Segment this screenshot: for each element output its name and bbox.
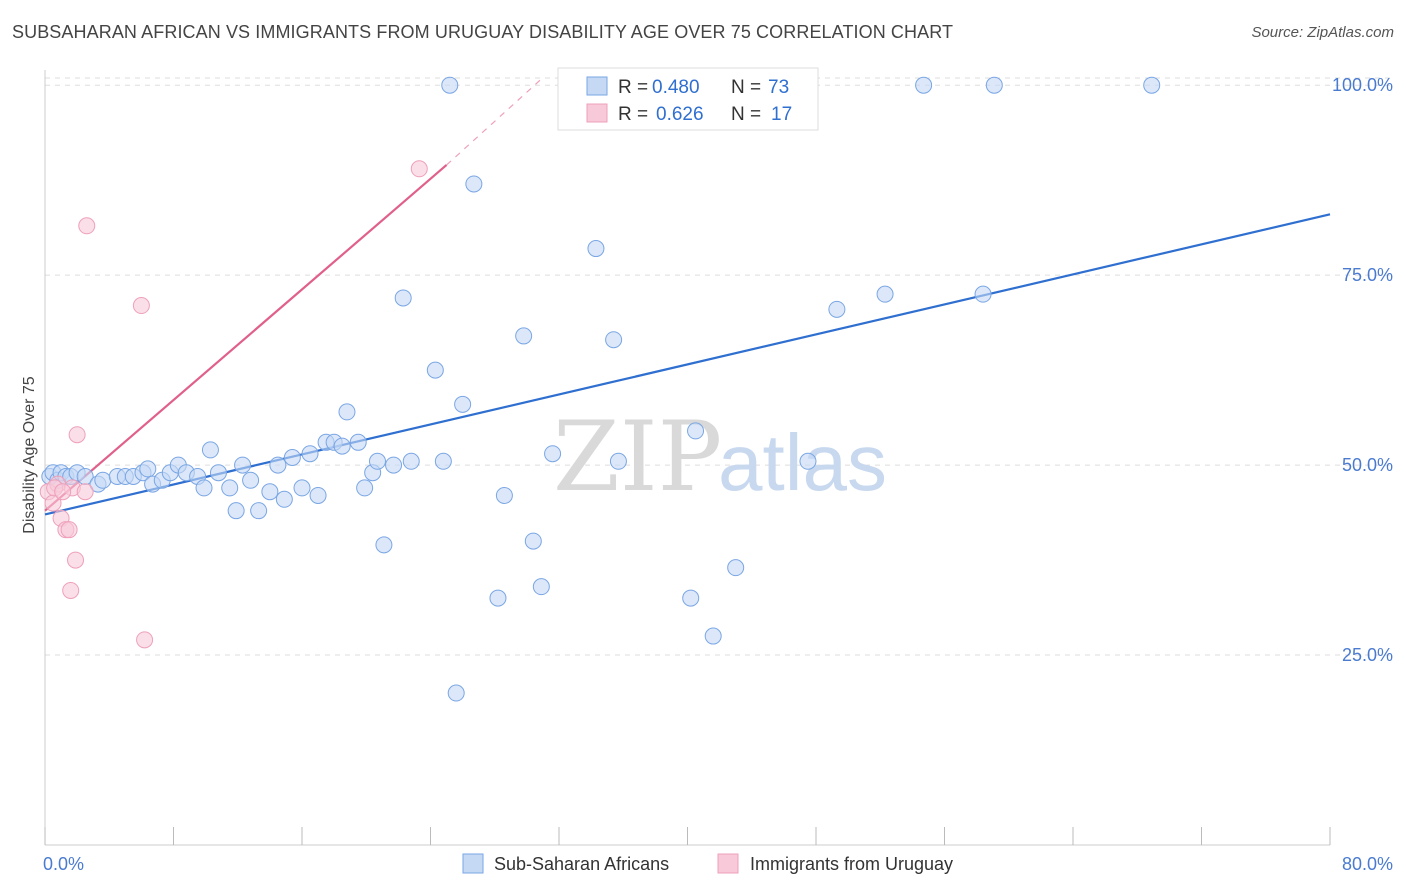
- legend-swatch-blue: [586, 76, 608, 96]
- point-sub-saharan: [368, 452, 386, 470]
- point-sub-saharan: [532, 578, 550, 596]
- point-uruguay: [54, 483, 72, 501]
- trend-extension-uruguay: [446, 77, 544, 166]
- point-sub-saharan: [242, 471, 260, 489]
- y-tick-label: 75.0%: [1342, 265, 1393, 285]
- bottom-legend-label-2: Immigrants from Uruguay: [750, 854, 953, 874]
- series-legend: Sub-Saharan Africans Immigrants from Uru…: [462, 853, 953, 874]
- point-sub-saharan: [283, 449, 301, 466]
- point-sub-saharan: [605, 331, 623, 349]
- data-points: [39, 76, 1161, 702]
- legend-r-value-2: 0.626: [656, 104, 704, 125]
- point-sub-saharan: [704, 627, 722, 645]
- legend-n-label-1: N =: [731, 77, 761, 98]
- point-sub-saharan: [454, 395, 472, 413]
- source-label: Source: ZipAtlas.com: [1251, 24, 1394, 41]
- y-axis-label: Disability Age Over 75: [21, 376, 38, 534]
- point-uruguay: [76, 483, 94, 501]
- point-sub-saharan: [375, 536, 393, 554]
- x-tick-labels: 0.0% 80.0%: [43, 854, 1393, 874]
- point-uruguay: [136, 631, 154, 649]
- legend-r-label-1: R =: [618, 77, 648, 98]
- gridlines: [45, 77, 1390, 656]
- trend-line-sub-saharan: [44, 213, 1331, 516]
- point-sub-saharan: [489, 589, 507, 607]
- legend-n-value-1: 73: [768, 77, 789, 98]
- point-sub-saharan: [309, 486, 327, 504]
- point-sub-saharan: [338, 403, 356, 421]
- point-sub-saharan: [94, 471, 112, 489]
- point-sub-saharan: [356, 479, 374, 497]
- point-sub-saharan: [544, 445, 562, 463]
- point-sub-saharan: [209, 464, 227, 482]
- point-sub-saharan: [301, 445, 319, 463]
- point-sub-saharan: [275, 490, 293, 508]
- point-sub-saharan: [587, 240, 605, 258]
- point-uruguay: [67, 551, 85, 569]
- watermark-zip: ZIP: [553, 401, 722, 513]
- point-sub-saharan: [727, 559, 745, 577]
- point-sub-saharan: [227, 502, 245, 520]
- point-sub-saharan: [1143, 76, 1161, 94]
- y-tick-label: 100.0%: [1332, 75, 1393, 95]
- legend-n-label-2: N =: [731, 104, 761, 125]
- bottom-legend-label-1: Sub-Saharan Africans: [494, 854, 669, 874]
- point-sub-saharan: [915, 76, 933, 94]
- point-sub-saharan: [394, 289, 412, 307]
- trend-line-uruguay: [44, 164, 448, 512]
- point-uruguay: [60, 521, 78, 539]
- point-sub-saharan: [687, 422, 705, 440]
- legend-r-label-2: R =: [618, 104, 648, 125]
- legend-n-value-2: 17: [771, 104, 792, 125]
- point-sub-saharan: [799, 452, 817, 470]
- x-tick-label-max: 80.0%: [1342, 854, 1393, 874]
- point-sub-saharan: [201, 441, 219, 459]
- point-sub-saharan: [333, 437, 351, 455]
- point-sub-saharan: [876, 285, 894, 303]
- point-uruguay: [410, 160, 428, 178]
- point-sub-saharan: [250, 502, 268, 520]
- trend-lines: [44, 77, 1331, 516]
- point-sub-saharan: [434, 452, 452, 470]
- point-sub-saharan: [441, 76, 459, 94]
- point-sub-saharan: [465, 175, 483, 193]
- point-uruguay: [132, 297, 150, 315]
- point-sub-saharan: [974, 285, 992, 303]
- point-sub-saharan: [447, 684, 465, 702]
- point-sub-saharan: [234, 456, 252, 474]
- bottom-legend-swatch-blue: [462, 853, 484, 874]
- point-sub-saharan: [828, 300, 846, 318]
- point-sub-saharan: [349, 433, 367, 451]
- axes: [44, 70, 1331, 846]
- legend-swatch-pink: [586, 103, 608, 123]
- point-sub-saharan: [261, 483, 279, 501]
- point-sub-saharan: [682, 589, 700, 607]
- point-uruguay: [78, 217, 96, 235]
- point-sub-saharan: [195, 479, 213, 497]
- x-tick-label-min: 0.0%: [43, 854, 84, 874]
- point-sub-saharan: [524, 532, 542, 550]
- watermark: ZIP atlas: [553, 401, 887, 513]
- point-sub-saharan: [139, 460, 157, 478]
- y-tick-label: 50.0%: [1342, 455, 1393, 475]
- bottom-legend-swatch-pink: [717, 853, 739, 874]
- y-tick-label: 25.0%: [1342, 645, 1393, 665]
- point-sub-saharan: [385, 456, 403, 474]
- correlation-legend: R = 0.480 N = 73 R = 0.626 N = 17: [557, 67, 819, 131]
- chart-title: SUBSAHARAN AFRICAN VS IMMIGRANTS FROM UR…: [12, 22, 954, 42]
- legend-r-value-1: 0.480: [652, 77, 700, 98]
- point-sub-saharan: [515, 327, 533, 345]
- point-uruguay: [68, 426, 86, 444]
- point-sub-saharan: [269, 456, 287, 474]
- point-sub-saharan: [609, 452, 627, 470]
- point-sub-saharan: [293, 479, 311, 497]
- point-sub-saharan: [495, 486, 513, 504]
- point-sub-saharan: [985, 76, 1003, 94]
- point-sub-saharan: [221, 479, 239, 497]
- point-sub-saharan: [402, 452, 420, 470]
- point-uruguay: [62, 581, 80, 599]
- y-tick-labels: 25.0% 50.0% 75.0% 100.0%: [1332, 75, 1393, 665]
- point-sub-saharan: [426, 361, 444, 379]
